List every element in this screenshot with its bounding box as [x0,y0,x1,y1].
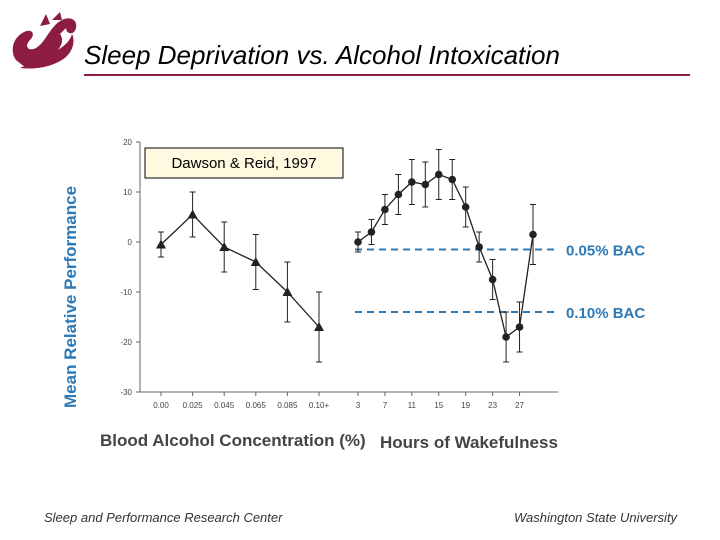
x-axis-title-bac: Blood Alcohol Concentration (%) [100,431,366,450]
x-tick-label-bac: 0.025 [183,401,204,410]
x-tick-label-hours: 15 [434,401,443,410]
citation-text: Dawson & Reid, 1997 [171,155,316,172]
x-tick-label-bac: 0.00 [153,401,169,410]
data-point-triangle [187,209,198,219]
x-axis-title-hours: Hours of Wakefulness [380,433,558,452]
reference-label-bac-010: 0.10% BAC [566,305,645,322]
y-tick-label: 0 [128,238,133,247]
data-point-circle [488,275,497,284]
x-tick-label-bac: 0.085 [277,401,298,410]
data-point-circle [448,175,457,184]
data-point-circle [421,180,430,189]
x-tick-label-hours: 23 [488,401,497,410]
x-tick-label-hours: 19 [461,401,470,410]
data-point-circle [381,205,389,214]
data-point-circle [367,228,376,236]
data-point-circle [515,323,524,331]
wsu-cougar-logo [6,8,82,78]
y-tick-label: -20 [120,338,132,347]
data-point-triangle [314,322,324,331]
chart-series [156,149,537,363]
citation-box: Dawson & Reid, 1997 [144,147,344,179]
chart-axes [136,141,558,396]
y-tick-label: -10 [120,288,132,297]
data-point-triangle [156,239,166,249]
data-point-circle [502,333,510,341]
data-point-triangle [282,287,293,296]
chart: 0.05% BAC 0.10% BAC 20 10 0 -10 -20 -30 0.00 0.0… [58,112,658,462]
footer-left-text: Sleep and Performance Research Center [44,510,283,525]
slide-title: Sleep Deprivation vs. Alcohol Intoxicati… [84,40,560,70]
x-tick-label-bac: 0.10+ [309,401,330,410]
data-point-triangle [250,257,261,266]
y-tick-label: 20 [123,138,132,147]
data-point-circle [434,170,443,179]
reference-label-bac-005: 0.05% BAC [566,243,645,260]
title-rule [84,74,690,76]
x-tick-label-hours: 3 [356,401,361,410]
x-tick-label-bac: 0.045 [214,401,235,410]
data-point-circle [461,203,470,211]
data-point-circle [475,243,483,251]
x-tick-label-hours: 7 [383,401,388,410]
x-tick-label-hours: 27 [515,401,524,410]
chart-labels: 20 10 0 -10 -20 -30 0.00 0.025 0.045 0.065 0.085 0.… [120,138,524,410]
chart-svg: 0.05% BAC 0.10% BAC 20 10 0 -10 -20 -30 0.00 0.0… [58,112,658,462]
data-point-triangle [219,242,230,251]
data-point-circle [529,230,537,239]
citation-box-frame [144,147,344,179]
reference-lines: 0.05% BAC 0.10% BAC [355,243,645,322]
series-line-bac [160,213,320,328]
footer-right-text: Washington State University [514,510,678,525]
y-tick-label: -30 [120,388,132,397]
data-point-circle [394,190,403,199]
x-tick-label-bac: 0.065 [246,401,267,410]
y-tick-label: 10 [123,188,132,197]
x-tick-label-hours: 11 [408,401,417,410]
data-point-circle [408,178,416,186]
data-point-circle [354,238,362,246]
y-axis-title: Mean Relative Performance [61,186,80,408]
